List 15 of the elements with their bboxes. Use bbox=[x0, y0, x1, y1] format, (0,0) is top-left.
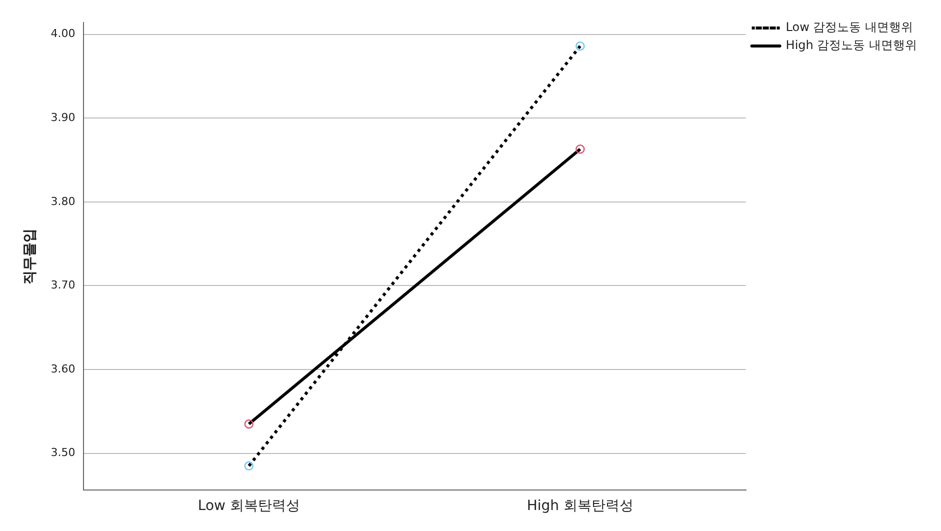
y-axis-title: 직무몰입 bbox=[22, 228, 38, 284]
legend-label: High 감정노동 내면행위 bbox=[786, 38, 918, 52]
legend-label: Low 감정노동 내면행위 bbox=[786, 20, 914, 34]
point bbox=[244, 461, 254, 470]
y-tick-label: 3.60 bbox=[50, 362, 76, 376]
point bbox=[576, 144, 585, 154]
x-tick-label: High 회복탄력성 bbox=[526, 498, 634, 514]
y-tick-label: 4.00 bbox=[50, 27, 76, 40]
y-tick-label: 3.80 bbox=[50, 194, 76, 208]
y-tick-label: 3.70 bbox=[50, 278, 76, 292]
point bbox=[244, 419, 254, 429]
y-tick-label: 3.90 bbox=[50, 110, 76, 124]
x-tick-label: Low 회복탄력성 bbox=[198, 498, 300, 514]
y-tick-label: 3.50 bbox=[50, 446, 76, 460]
point bbox=[576, 41, 585, 51]
